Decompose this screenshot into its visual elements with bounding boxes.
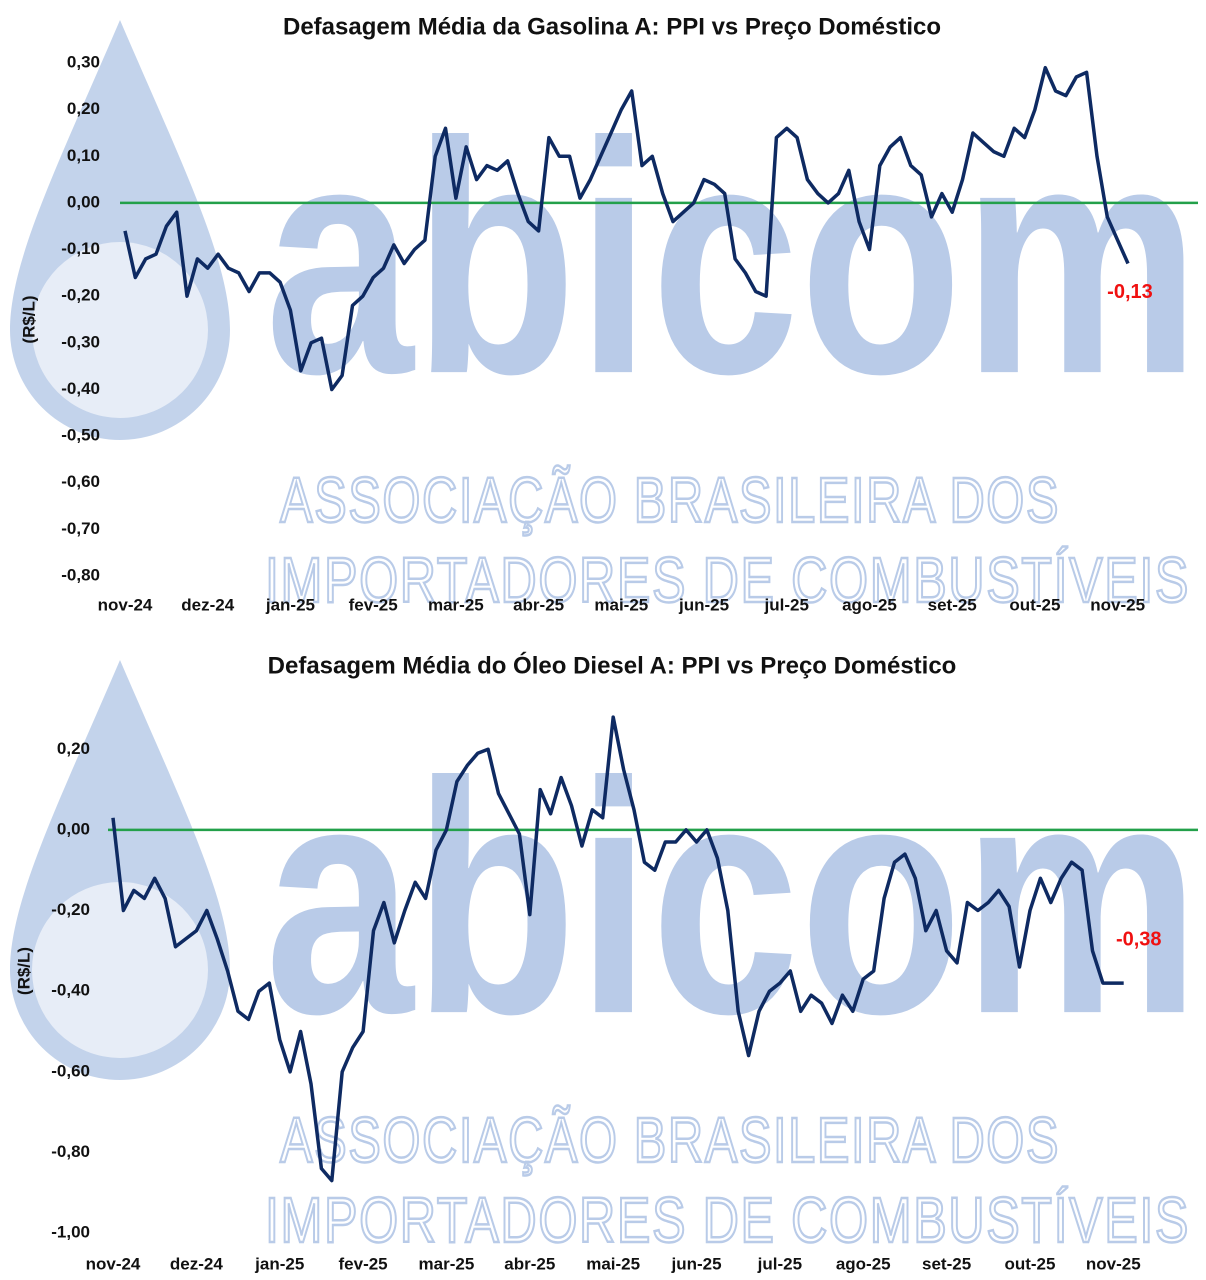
y-tick-label: -0,80 xyxy=(61,565,100,584)
y-tick-label: 0,00 xyxy=(57,819,90,838)
y-tick-label: 0,30 xyxy=(67,52,100,71)
x-tick-label: nov-24 xyxy=(98,595,153,614)
watermark-line: ASSOCIAÇÃO BRASILEIRA DOS xyxy=(280,1104,1060,1176)
y-tick-label: 0,10 xyxy=(67,146,100,165)
y-tick-label: -0,40 xyxy=(51,981,90,1000)
x-tick-label: fev-25 xyxy=(339,1254,388,1273)
watermark-logo: abicom xyxy=(265,73,1200,442)
x-tick-label: nov-25 xyxy=(1086,1254,1141,1273)
x-tick-label: fev-25 xyxy=(349,595,398,614)
data-line xyxy=(123,65,1130,392)
x-tick-label: dez-24 xyxy=(170,1254,223,1273)
y-tick-label: -0,20 xyxy=(61,286,100,305)
y-tick-label: -0,10 xyxy=(61,239,100,258)
chart-title: Defasagem Média da Gasolina A: PPI vs Pr… xyxy=(283,13,941,40)
y-tick-label: -0,40 xyxy=(61,379,100,398)
annotation: -0,13 xyxy=(1107,281,1153,303)
watermark-line: IMPORTADORES DE COMBUSTÍVEIS xyxy=(265,544,1190,616)
x-tick-label: abr-25 xyxy=(504,1254,555,1273)
watermark-logo: abicom xyxy=(265,713,1200,1082)
y-tick-label: -0,30 xyxy=(61,332,100,351)
data-line xyxy=(111,715,1124,1183)
y-tick-label: -0,20 xyxy=(51,900,90,919)
y-axis-label: (R$/L) xyxy=(19,295,38,343)
line-chart: Defasagem Média da Gasolina A: PPI vs Pr… xyxy=(19,13,1198,614)
y-tick-label: -0,70 xyxy=(61,519,100,538)
x-tick-label: set-25 xyxy=(922,1254,971,1273)
y-tick-label: 0,20 xyxy=(57,739,90,758)
y-tick-label: -0,50 xyxy=(61,426,100,445)
x-tick-label: nov-24 xyxy=(86,1254,141,1273)
chart-title: Defasagem Média do Óleo Diesel A: PPI vs… xyxy=(268,651,957,679)
x-tick-label: mar-25 xyxy=(428,595,484,614)
y-tick-label: -1,00 xyxy=(51,1222,90,1241)
y-tick-label: -0,60 xyxy=(61,472,100,491)
watermark: abicom ASSOCIAÇÃO BRASILEIRA DOS IMPORTADO… xyxy=(10,20,1200,1257)
x-tick-label: abr-25 xyxy=(513,595,564,614)
y-tick-label: 0,00 xyxy=(67,192,100,211)
x-tick-label: set-25 xyxy=(928,595,977,614)
x-tick-label: jan-25 xyxy=(254,1254,304,1273)
x-tick-label: mar-25 xyxy=(419,1254,475,1273)
x-tick-label: nov-25 xyxy=(1090,595,1145,614)
y-axis-label: (R$/L) xyxy=(14,947,33,995)
x-tick-label: mai-25 xyxy=(586,1254,640,1273)
watermark-globe xyxy=(32,882,208,1058)
x-tick-label: dez-24 xyxy=(181,595,234,614)
x-tick-label: jul-25 xyxy=(757,1254,802,1273)
watermark-line: IMPORTADORES DE COMBUSTÍVEIS xyxy=(265,1184,1190,1256)
line-chart: Defasagem Média do Óleo Diesel A: PPI vs… xyxy=(14,651,1198,1273)
watermark-globe xyxy=(32,242,208,418)
x-tick-label: jun-25 xyxy=(678,595,729,614)
y-tick-label: -0,60 xyxy=(51,1061,90,1080)
y-tick-label: 0,20 xyxy=(67,99,100,118)
x-tick-label: ago-25 xyxy=(842,595,897,614)
x-tick-label: out-25 xyxy=(1009,595,1060,614)
watermark-line: ASSOCIAÇÃO BRASILEIRA DOS xyxy=(280,464,1060,536)
x-tick-label: jun-25 xyxy=(670,1254,721,1273)
y-tick-label: -0,80 xyxy=(51,1142,90,1161)
x-tick-label: jul-25 xyxy=(764,595,809,614)
annotation: -0,38 xyxy=(1116,928,1162,950)
x-tick-label: ago-25 xyxy=(836,1254,891,1273)
x-tick-label: out-25 xyxy=(1004,1254,1055,1273)
x-tick-label: jan-25 xyxy=(265,595,315,614)
x-tick-label: mai-25 xyxy=(594,595,648,614)
